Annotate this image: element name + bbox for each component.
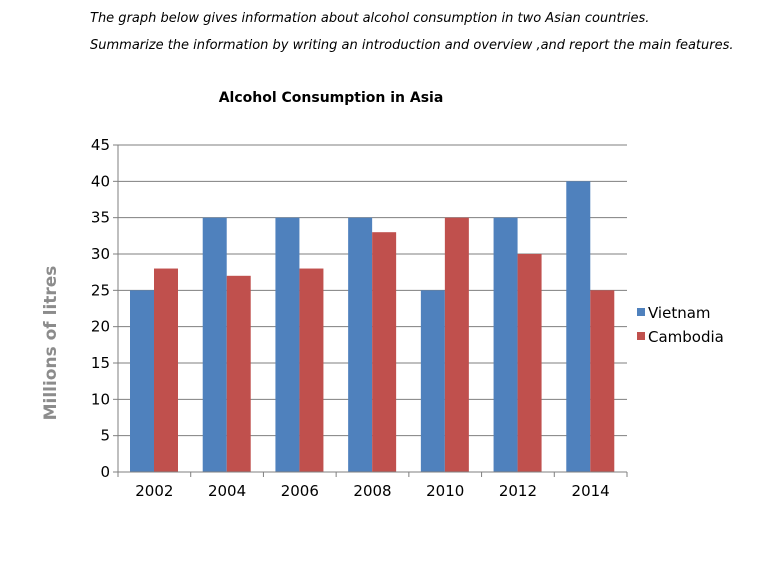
x-tick-label: 2002 [135, 482, 173, 500]
x-tick-label: 2008 [353, 482, 391, 500]
prompt-line-1: The graph below gives information about … [90, 11, 650, 26]
axes [113, 144, 628, 477]
bar-vietnam-2006 [275, 217, 300, 472]
y-tick-label: 30 [91, 245, 110, 263]
bars [130, 181, 615, 473]
x-tick-labels: 2002 2004 2006 2008 2010 2012 2014 [135, 482, 609, 500]
chart-title: Alcohol Consumption in Asia [219, 90, 444, 106]
y-tick-labels: 0 5 10 15 20 25 30 35 40 45 [91, 136, 110, 481]
bar-cambodia-2012 [517, 254, 542, 472]
y-tick-label: 5 [100, 427, 110, 445]
y-tick-label: 25 [91, 281, 110, 299]
y-tick-label: 20 [91, 318, 110, 336]
legend: Vietnam Cambodia [637, 304, 724, 346]
bar-cambodia-2002 [154, 268, 178, 472]
bar-vietnam-2014 [566, 181, 591, 473]
prompt-line-2: Summarize the information by writing an … [90, 38, 734, 53]
bar-cambodia-2006 [299, 268, 324, 472]
legend-label-vietnam: Vietnam [648, 304, 711, 322]
bar-cambodia-2014 [590, 290, 615, 472]
y-tick-label: 45 [91, 136, 110, 154]
x-tick-label: 2004 [208, 482, 246, 500]
legend-swatch-cambodia [637, 332, 645, 340]
y-axis-label: Millions of litres [41, 266, 61, 421]
legend-swatch-vietnam [637, 308, 645, 316]
x-tick-label: 2006 [281, 482, 319, 500]
bar-cambodia-2008 [372, 232, 397, 472]
y-tick-label: 35 [91, 209, 110, 227]
x-tick-label: 2010 [426, 482, 464, 500]
bar-vietnam-2010 [420, 290, 445, 472]
bar-vietnam-2012 [493, 217, 518, 472]
y-tick-label: 0 [100, 463, 110, 481]
bar-cambodia-2010 [444, 217, 469, 472]
x-tick-label: 2014 [572, 482, 610, 500]
bar-vietnam-2008 [348, 217, 373, 472]
bar-cambodia-2004 [226, 275, 251, 472]
y-tick-label: 10 [91, 390, 110, 408]
x-tick-label: 2012 [499, 482, 537, 500]
bar-vietnam-2002 [130, 290, 154, 472]
legend-label-cambodia: Cambodia [648, 328, 724, 346]
y-tick-label: 15 [91, 354, 110, 372]
y-tick-label: 40 [91, 172, 110, 190]
bar-vietnam-2004 [202, 217, 227, 472]
